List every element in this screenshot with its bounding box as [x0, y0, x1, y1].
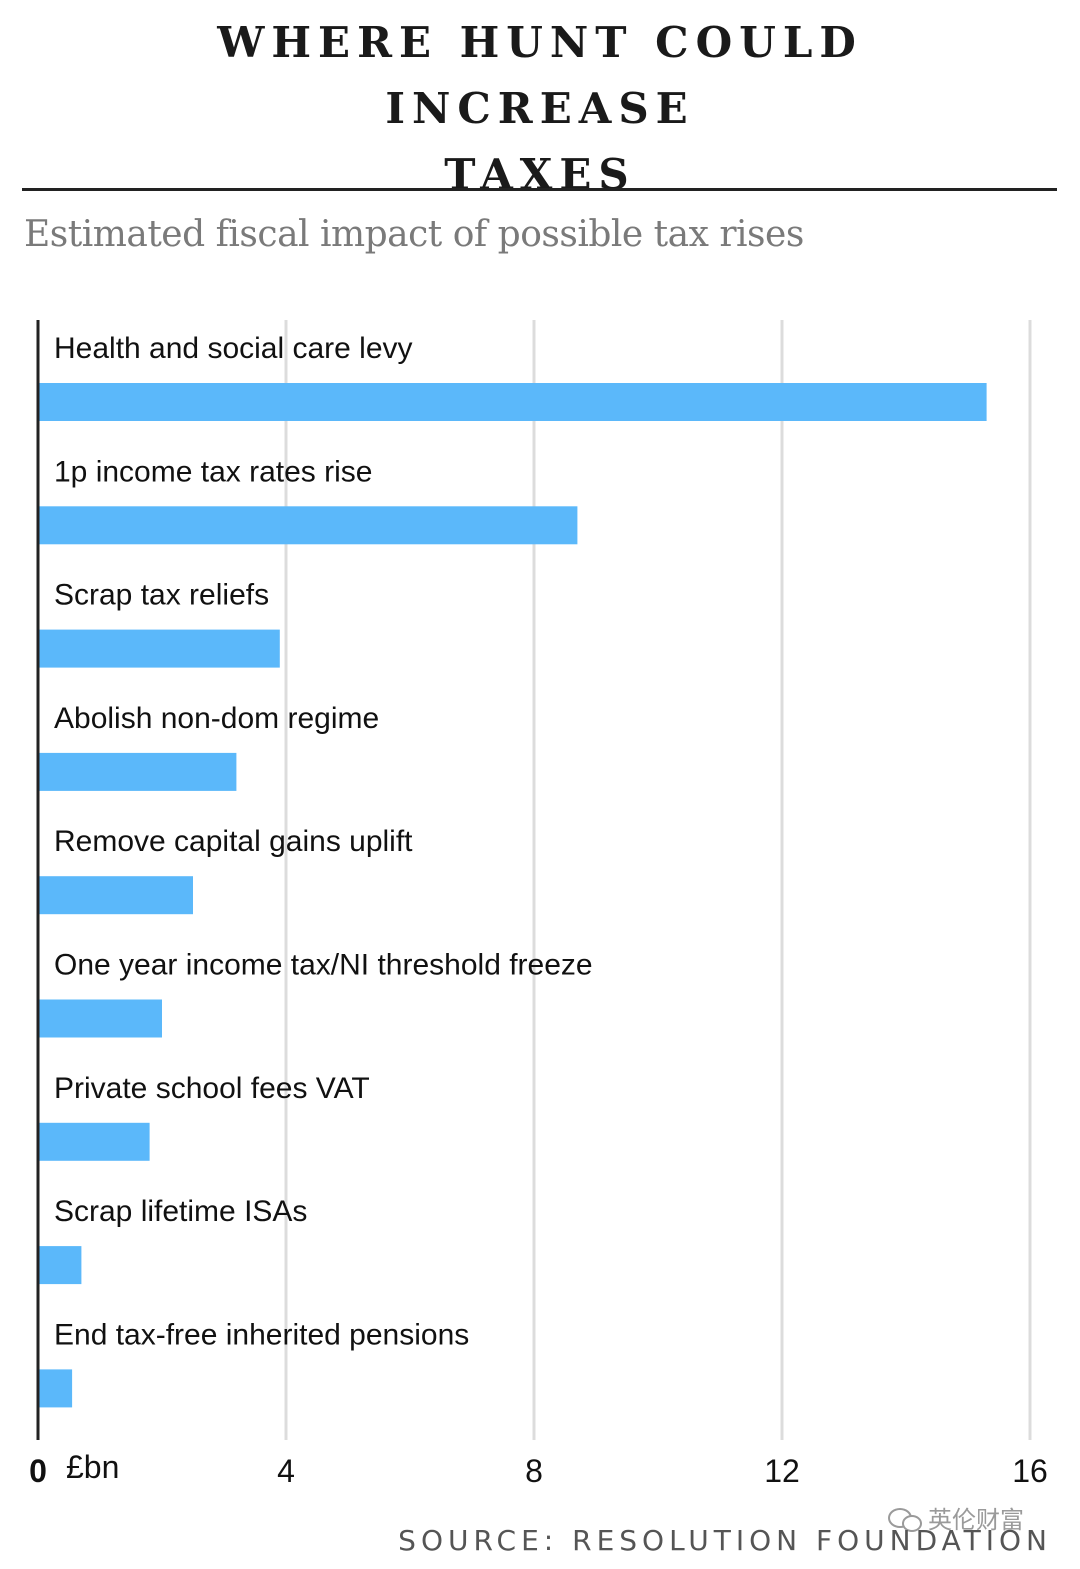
bar-label-5: Remove capital gains uplift — [54, 825, 413, 858]
chart-headline: WHERE HUNT COULD INCREASE TAXES — [60, 10, 1020, 208]
x-axis-unit-label: £bn — [66, 1449, 119, 1485]
bar-7 — [38, 1122, 150, 1161]
bar-1 — [38, 383, 987, 421]
bar-label-2: 1p income tax rates rise — [54, 455, 372, 488]
bar-2 — [38, 506, 578, 545]
bar-label-1: Health and social care levy — [54, 332, 413, 365]
bar-label-6: One year income tax/NI threshold freeze — [54, 949, 593, 982]
chart-subtitle: Estimated fiscal impact of possible tax … — [24, 214, 804, 255]
tick-label-16: 16 — [1012, 1453, 1048, 1489]
tick-label-0: 0 — [29, 1453, 47, 1489]
bar-label-3: Scrap tax reliefs — [54, 579, 269, 612]
bar-3 — [38, 629, 280, 668]
tick-label-8: 8 — [525, 1453, 543, 1489]
bar-9 — [38, 1369, 73, 1408]
watermark-text: 英伦财富 — [928, 1506, 1024, 1534]
bar-label-4: Abolish non-dom regime — [54, 702, 379, 735]
bar-label-7: Private school fees VAT — [54, 1072, 370, 1105]
bar-6 — [38, 999, 162, 1038]
tick-label-12: 12 — [764, 1453, 800, 1489]
headline-line-1: WHERE HUNT COULD INCREASE — [217, 18, 863, 133]
header-divider — [22, 188, 1057, 191]
bar-label-9: End tax-free inherited pensions — [54, 1318, 469, 1351]
bar-8 — [38, 1246, 82, 1285]
tick-label-4: 4 — [277, 1453, 295, 1489]
chat-bubbles-icon — [888, 1506, 922, 1532]
bar-5 — [38, 876, 193, 915]
watermark: 英伦财富 — [888, 1500, 1024, 1535]
source-note: SOURCE: RESOLUTION FOUNDATION — [398, 1524, 1052, 1557]
bar-label-8: Scrap lifetime ISAs — [54, 1195, 307, 1228]
bar-4 — [38, 752, 237, 791]
